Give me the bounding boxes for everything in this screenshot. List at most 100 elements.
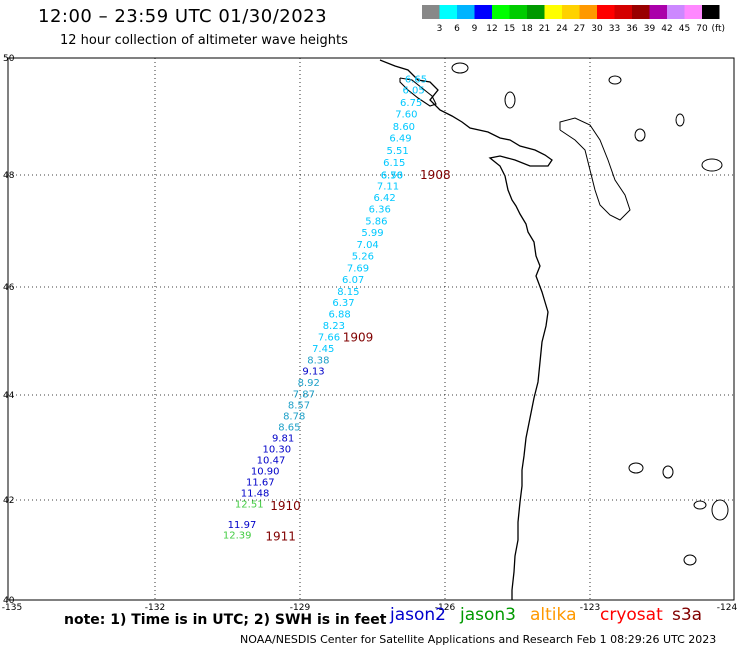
- legend-swatch: [474, 5, 492, 19]
- island-outline: [399, 77, 437, 107]
- wave-height-label: 7.69: [347, 263, 369, 274]
- satellite-label-jason2: jason2: [390, 605, 446, 625]
- lake-outline: [711, 499, 729, 521]
- legend-tick-label: 33: [609, 24, 620, 34]
- wave-height-label: 10.90: [251, 467, 280, 478]
- wave-height-label: 6.37: [332, 298, 354, 309]
- legend-tick-label: 18: [521, 24, 533, 34]
- wave-height-label: 7.60: [395, 110, 417, 121]
- legend-swatch: [649, 5, 667, 19]
- lake-outline: [504, 91, 516, 109]
- legend-tick-label: 15: [504, 24, 515, 34]
- time-label: 1910: [270, 499, 301, 513]
- time-label: 1909: [343, 331, 374, 345]
- lake-outline: [675, 113, 685, 127]
- legend-tick-label: 42: [661, 24, 672, 34]
- wave-height-label: 6.76: [381, 170, 403, 181]
- wave-height-label: 5.26: [352, 252, 374, 263]
- satellite-label-s3a: s3a: [672, 605, 703, 625]
- legend-swatch: [684, 5, 702, 19]
- wave-height-label: 8.60: [393, 122, 415, 133]
- wave-height-label: 7.66: [318, 333, 340, 344]
- time-label: 1908: [420, 168, 451, 182]
- wave-height-label: 6.42: [373, 193, 395, 204]
- color-legend: 3 6 9 12 15 18 21 24 27 30 33 36 39 42 45 70 (ft): [422, 5, 726, 34]
- legend-swatch: [702, 5, 720, 19]
- inland-waterway: [559, 117, 631, 221]
- satellite-label-cryosat: cryosat: [600, 605, 663, 625]
- lake-outline: [693, 500, 707, 510]
- wave-height-label: 6.49: [389, 134, 411, 145]
- wave-height-label: 12.39: [223, 531, 252, 542]
- legend-tick-label: 9: [472, 24, 478, 34]
- wave-height-label: 11.97: [228, 520, 257, 531]
- wave-height-label: 6.50: [381, 170, 403, 181]
- legend-tick-label: 12: [486, 24, 497, 34]
- legend-swatch: [439, 5, 457, 19]
- lon-tick-label: -123: [580, 603, 600, 613]
- wave-height-label: 7.45: [312, 344, 334, 355]
- legend-swatch: [614, 5, 632, 19]
- wave-height-label: 6.36: [369, 205, 391, 216]
- map-frame: [7, 57, 735, 601]
- legend-swatch: [527, 5, 545, 19]
- legend-swatch: [597, 5, 615, 19]
- wave-height-label: 8.38: [307, 355, 329, 366]
- wave-height-label: 10.47: [257, 456, 286, 467]
- wave-height-label: 7.11: [377, 182, 399, 193]
- legend-swatch: [544, 5, 562, 19]
- legend-tick-label: 27: [574, 24, 585, 34]
- wave-height-label: 8.15: [337, 287, 359, 298]
- lake-outline: [701, 158, 723, 172]
- legend-tick-label: 6: [454, 24, 460, 34]
- satellite-label-altika: altika: [530, 605, 577, 625]
- wave-height-label: 8.57: [288, 400, 310, 411]
- legend-tick-label: 39: [644, 24, 656, 34]
- wave-height-label: 9.13: [302, 367, 324, 378]
- lat-tick-label: 48: [3, 171, 15, 181]
- legend-swatch: [579, 5, 597, 19]
- legend-tick-label: 36: [626, 24, 638, 34]
- wave-height-label: 11.48: [241, 489, 270, 500]
- time-label: 1911: [265, 530, 296, 544]
- wave-height-label: 5.86: [365, 216, 387, 227]
- lake-outline: [628, 462, 644, 474]
- wave-height-label: 11.67: [246, 478, 275, 489]
- legend-tick-label: 30: [591, 24, 603, 34]
- wave-height-label: 10.30: [262, 445, 291, 456]
- wave-height-label: 12.51: [235, 500, 264, 511]
- legend-swatch: [492, 5, 510, 19]
- lake-outline: [683, 554, 697, 566]
- wave-height-label: 8.23: [323, 321, 345, 332]
- legend-swatch: [509, 5, 527, 19]
- legend-tick-label: 3: [437, 24, 443, 34]
- lake-outline: [634, 128, 646, 142]
- lon-tick-label: -129: [290, 603, 311, 613]
- legend-tick-label: 45: [679, 24, 690, 34]
- wave-height-label: 9.81: [272, 434, 294, 445]
- lake-outline: [608, 75, 622, 85]
- wave-height-label: 5.51: [387, 146, 409, 157]
- wave-height-label: 6.88: [329, 309, 351, 320]
- legend-unit: (ft): [712, 24, 726, 34]
- page-subtitle: 12 hour collection of altimeter wave hei…: [60, 33, 348, 48]
- legend-tick-label: 70: [696, 24, 708, 34]
- legend-tick-label: 24: [556, 24, 568, 34]
- footer-credit: NOAA/NESDIS Center for Satellite Applica…: [240, 633, 717, 646]
- legend-tick-label: 21: [539, 24, 550, 34]
- legend-swatch: [422, 5, 440, 19]
- wave-height-label: 6.15: [383, 158, 405, 169]
- legend-swatch: [667, 5, 685, 19]
- wave-height-label: 7.04: [357, 240, 379, 251]
- legend-swatch: [457, 5, 475, 19]
- coastline: [379, 59, 553, 600]
- lat-tick-label: 46: [3, 283, 15, 293]
- satellite-label-jason3: jason3: [460, 605, 516, 625]
- lat-tick-label: 50: [3, 54, 15, 64]
- lat-tick-label: 42: [3, 496, 14, 506]
- wave-height-label: 7.87: [293, 389, 315, 400]
- lon-tick-label: -124: [717, 603, 738, 613]
- map-border: [7, 57, 735, 601]
